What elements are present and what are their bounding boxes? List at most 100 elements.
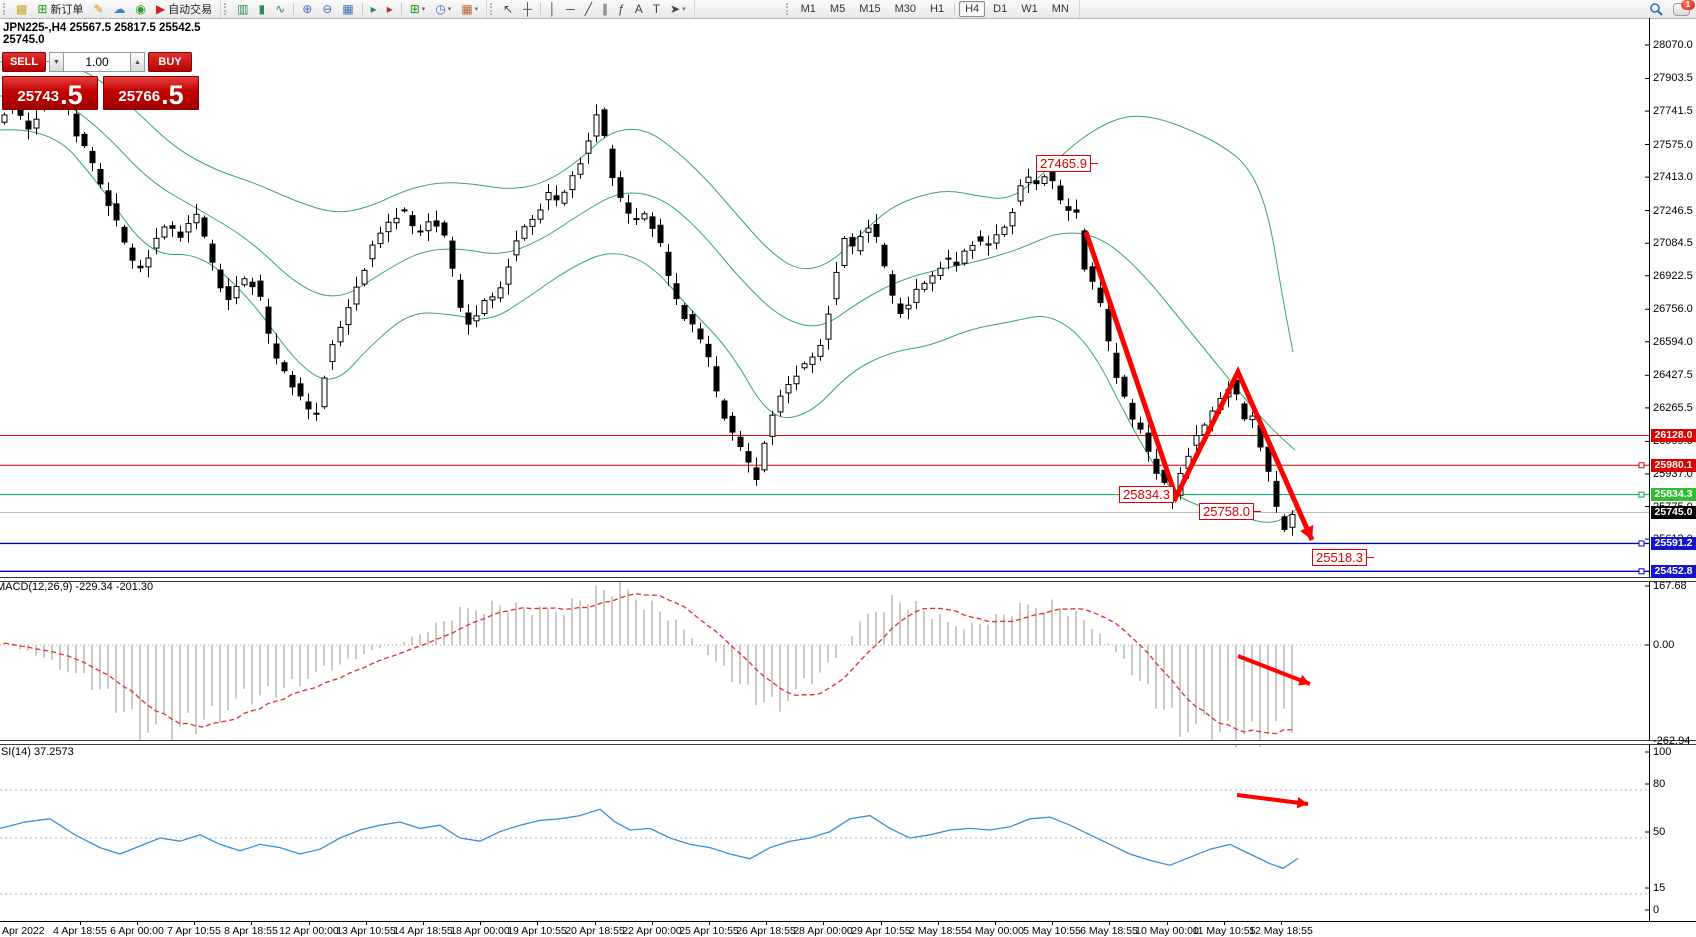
price-axis-label: 27741.5 (1653, 105, 1693, 118)
timeframe-button-m15[interactable]: M15 (859, 3, 881, 15)
search-icon[interactable] (1649, 2, 1663, 16)
candle-body (177, 231, 184, 238)
clipped-icon[interactable]: ▩ (12, 0, 31, 18)
template-icon[interactable]: ▦ ▾ (457, 0, 482, 18)
time-axis-label: 12 Apr 00:00 (279, 925, 339, 937)
crayon-icon[interactable]: ✎ (89, 0, 107, 18)
volume-decrease-button[interactable]: ▼ (49, 52, 64, 72)
cursor-icon[interactable]: ↖ (499, 0, 517, 18)
volume-input[interactable] (64, 52, 130, 72)
candle-body (153, 237, 160, 249)
timeframe-button-w1[interactable]: W1 (1021, 3, 1038, 15)
timeframe-button-h1[interactable]: H1 (930, 3, 945, 15)
candle-body (961, 250, 968, 264)
fibonacci-icon[interactable]: ƒ (614, 0, 629, 18)
trendline-icon: ╱ (584, 2, 592, 16)
time-axis-label: 6 Apr 00:00 (110, 925, 164, 937)
timeframe-button-m30[interactable]: M30 (894, 3, 916, 15)
toolbar-grip (785, 3, 791, 15)
dropdown-arrow-icon[interactable]: ▾ (682, 6, 686, 13)
period-icon[interactable]: ◷ ▾ (431, 0, 455, 18)
timeframe-toolbar: M1 M5 M15 M30 H1 H4 D1 W1 MN (783, 0, 1080, 18)
add-indicator-icon[interactable]: ⊞ ▾ (406, 0, 430, 18)
line-handle[interactable] (1638, 491, 1645, 498)
time-axis[interactable]: Apr 2022 4 Apr 18:55 6 Apr 00:00 7 Apr 10:5… (0, 921, 1696, 937)
chart-ohlc-readout: JPN225-,H4 25567.5 25817.5 25542.5 25745… (3, 22, 201, 46)
candle-body (929, 275, 936, 284)
trendline-icon[interactable]: ╱ (581, 0, 596, 18)
line-chart-icon[interactable]: ∿ (271, 0, 289, 18)
vertical-line-icon[interactable]: │ (545, 0, 561, 18)
buy-price-box[interactable]: 25766 .5 (103, 76, 199, 110)
notification-bubble-icon[interactable]: 1 (1673, 0, 1695, 16)
candle-body (633, 218, 640, 221)
macd-panel-separator[interactable] (0, 577, 1696, 582)
time-axis-label: 13 Apr 10:55 (336, 925, 396, 937)
line-handle[interactable] (1638, 568, 1645, 575)
time-axis-label: 8 Apr 18:55 (224, 925, 278, 937)
candle-body (441, 222, 448, 236)
autotrading-button-label: 自动交易 (168, 4, 213, 16)
price-badge-26128.0: 26128.0 (1651, 429, 1696, 443)
callout-connector (1366, 557, 1374, 558)
price-callout-25834.3[interactable]: 25834.3 (1119, 486, 1181, 503)
line-handle[interactable] (1638, 462, 1645, 469)
time-axis-label: 7 Apr 10:55 (167, 925, 221, 937)
volume-increase-button[interactable]: ▲ (130, 52, 145, 72)
zoom-in-icon[interactable]: ⊕ (298, 0, 316, 18)
chart-cloud-icon[interactable]: ☁ (109, 0, 129, 18)
auto-scroll-icon[interactable]: ▸ (367, 0, 381, 18)
rsi-panel-separator[interactable] (0, 740, 1696, 745)
timeframe-button-mn[interactable]: MN (1051, 3, 1069, 15)
timeframe-button-d1[interactable]: D1 (993, 3, 1008, 15)
price-axis-label: 27575.0 (1653, 138, 1693, 151)
time-axis-label: 10 May 00:00 (1135, 925, 1199, 937)
signal-icon[interactable]: ◉ (131, 0, 149, 18)
candle-body (409, 215, 416, 227)
annotation-arrow[interactable] (1237, 654, 1311, 686)
buy-button[interactable]: BUY (148, 52, 192, 72)
time-axis-tick (423, 922, 424, 925)
channel-icon[interactable]: ∥ (598, 0, 612, 18)
candlestick-icon[interactable]: ▮ (255, 0, 270, 18)
bar-chart-icon[interactable]: ▥ (233, 0, 252, 18)
annotation-arrow[interactable] (1083, 231, 1315, 542)
label-icon[interactable]: T (649, 0, 664, 18)
candle-body (1057, 185, 1064, 201)
horizontal-line-icon[interactable]: ─ (562, 0, 579, 18)
add-indicator-icon: ⊞ (409, 2, 420, 16)
zoom-out-icon[interactable]: ⊖ (318, 0, 336, 18)
tile-windows-icon[interactable]: ▦ (338, 0, 357, 18)
timeframe-button-m5[interactable]: M5 (829, 3, 846, 15)
crosshair-icon[interactable]: ┼ (519, 0, 536, 18)
timeframe-button-m1[interactable]: M1 (800, 3, 816, 15)
candle-body (1065, 206, 1072, 211)
sell-price-box[interactable]: 25743 .5 (2, 76, 98, 110)
notification-badge: 1 (1681, 0, 1695, 10)
text-icon[interactable]: A (631, 0, 647, 18)
line-handle[interactable] (1638, 540, 1645, 547)
candle-body (953, 261, 960, 266)
candle-body (257, 280, 264, 297)
price-callout-27465.9[interactable]: 27465.9 (1036, 155, 1098, 172)
price-callout-25518.3[interactable]: 25518.3 (1312, 549, 1374, 566)
autotrading-button[interactable]: ▶ 自动交易 (152, 0, 216, 18)
chart-shift-icon[interactable]: ▸ (383, 0, 397, 18)
sell-button[interactable]: SELL (2, 52, 46, 72)
dropdown-arrow-icon[interactable]: ▾ (447, 6, 452, 13)
price-callout-25758.0[interactable]: 25758.0 (1199, 503, 1261, 520)
timeframe-button-h4[interactable]: H4 (959, 1, 986, 17)
dropdown-arrow-icon[interactable]: ▾ (421, 6, 426, 13)
arrows-icon[interactable]: ➤ ▾ (666, 0, 690, 18)
candle-body (369, 244, 376, 260)
indicator-axis-label: 167.68 (1653, 580, 1687, 592)
chart-cloud-icon: ☁ (113, 2, 126, 16)
dropdown-arrow-icon[interactable]: ▾ (474, 6, 479, 13)
new-order-button[interactable]: ⊞ 新订单 (33, 0, 87, 18)
candle-body (1249, 415, 1256, 421)
price-axis-label: 26756.0 (1653, 303, 1693, 316)
time-axis-label: 11 May 10:55 (1192, 925, 1256, 937)
chart-canvas[interactable] (0, 18, 1696, 936)
candle-body (769, 414, 776, 437)
annotation-arrow[interactable] (1236, 793, 1309, 806)
